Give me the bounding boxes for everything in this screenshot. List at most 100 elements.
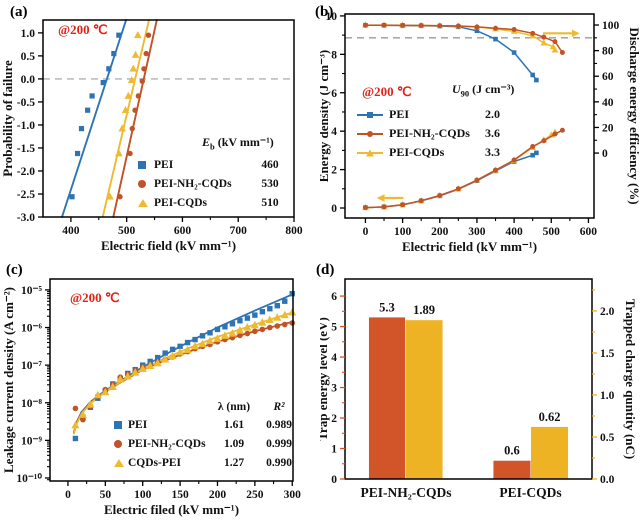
svg-text:-1.5: -1.5 (17, 143, 35, 155)
svg-text:100: 100 (602, 20, 620, 32)
svg-text:80: 80 (602, 46, 614, 58)
pei-square-marker (367, 111, 373, 118)
panel-d-tag: (d) (316, 262, 335, 278)
r-squared-value: 0.989 (266, 418, 292, 431)
u90-symbol: U (452, 82, 461, 96)
svg-text:-2.5: -2.5 (17, 189, 35, 201)
bar-0.6: 0.6 (493, 444, 531, 479)
u90-units: (J cm⁻³) (469, 82, 515, 96)
svg-text:2.0: 2.0 (600, 306, 615, 318)
lambda-header: λ (nm) (217, 401, 251, 413)
svg-text:10⁻⁹: 10⁻⁹ (21, 435, 43, 447)
direction-arrow (543, 29, 580, 38)
svg-text:10: 10 (326, 11, 338, 23)
u90-value: 2.0 (485, 107, 500, 121)
r-squared-value: 0.990 (266, 456, 292, 469)
legend-row: PEI 460 (138, 155, 290, 174)
svg-text:Probability of failure: Probability of failure (0, 60, 15, 177)
legend-marker-cell (114, 458, 128, 467)
lambda-value: 1.61 (223, 418, 245, 431)
svg-text:1.89: 1.89 (413, 303, 435, 317)
eb-value: 510 (261, 196, 279, 209)
svg-text:0.6: 0.6 (504, 444, 520, 458)
series-PEI-NH2-CQDs-efficiency (362, 22, 565, 56)
legend-marker-cell (357, 149, 389, 156)
svg-text:0.0: 0.0 (600, 474, 615, 486)
svg-text:1.0: 1.0 (21, 28, 36, 40)
svg-text:1: 1 (331, 444, 337, 456)
svg-text:-1.0: -1.0 (17, 120, 35, 132)
svg-text:Energy density (J cm⁻³): Energy density (J cm⁻³) (320, 50, 331, 182)
svg-text:4: 4 (331, 352, 337, 364)
series-label: PEI (389, 107, 410, 121)
svg-text:2: 2 (331, 165, 337, 177)
lambda-value: 1.09 (223, 437, 245, 450)
svg-text:100: 100 (394, 226, 412, 238)
svg-text:0: 0 (602, 148, 608, 160)
pei-square-marker (114, 420, 122, 429)
r-squared-header: R² (258, 401, 300, 413)
svg-text:50: 50 (100, 489, 112, 501)
panel-b-legend: PEI 2.0 PEI-NH₂-CQDs 3.6 PEI-CQDs 3.3 (357, 105, 537, 162)
u90-subscript: 90 (460, 88, 470, 99)
svg-text:10⁻¹⁰: 10⁻¹⁰ (16, 472, 42, 485)
svg-text:250: 250 (246, 489, 264, 501)
legend-marker-cell (138, 198, 154, 207)
series-PEI-NH2-CQDs (117, 32, 152, 200)
plot-frame (344, 13, 595, 219)
svg-text:600: 600 (580, 226, 598, 238)
legend-marker-cell (114, 439, 128, 448)
panel-b-tag: (b) (315, 4, 334, 20)
series-PEI (69, 32, 122, 200)
svg-text:Electric filed (kV mm⁻¹): Electric filed (kV mm⁻¹) (104, 502, 239, 517)
svg-text:20: 20 (602, 122, 614, 134)
svg-text:1.5: 1.5 (600, 348, 615, 360)
bar-1.89: 1.89 (405, 303, 443, 479)
pei-line-marker (357, 111, 383, 118)
legend-row: PEI 1.61 0.989 (114, 415, 300, 434)
legend-marker-cell (357, 111, 389, 118)
eb-value: 460 (261, 158, 279, 171)
svg-text:0: 0 (331, 474, 337, 486)
svg-text:400: 400 (505, 226, 523, 238)
svg-text:100: 100 (134, 489, 152, 501)
pei-nh2-cqds-line-marker (357, 130, 383, 137)
pei-nh2-cqds-circle-marker (367, 130, 373, 137)
y2-axis: 0.0 0.5 1.0 1.5 2.0 Trapped charge quntity (n… (592, 289, 638, 486)
svg-text:PEI-NH₂-CQDs: PEI-NH₂-CQDs (360, 485, 451, 500)
svg-text:8: 8 (331, 49, 337, 61)
legend-row: PEI-CQDs 510 (138, 193, 290, 212)
cqds-pei-triangle-marker (114, 458, 124, 467)
svg-text:0: 0 (331, 203, 337, 215)
svg-text:0.62: 0.62 (539, 410, 561, 424)
svg-text:200: 200 (209, 489, 227, 501)
svg-text:60: 60 (602, 71, 614, 83)
u90-value: 3.3 (485, 145, 500, 159)
plot-frame (42, 19, 295, 218)
svg-text:700: 700 (230, 225, 248, 237)
x-axis: 0 50 100 150 200 250 300 Electric filed (kV mm⁻… (65, 481, 301, 517)
svg-text:5.3: 5.3 (379, 300, 395, 314)
svg-text:-2.0: -2.0 (17, 166, 35, 178)
y-axis: 0 2 4 6 8 10 Energy density (J cm⁻³) (320, 11, 345, 215)
svg-text:300: 300 (284, 489, 302, 501)
svg-text:0.5: 0.5 (21, 51, 36, 63)
series-PEI-NH2-CQDs-fit (112, 19, 158, 218)
panel-d-chart: 5.3 1.89 0.6 0.62 PEI-NH₂-CQDs PEI-CQDs 0 1 2 3 4 5… (320, 278, 638, 500)
svg-text:2: 2 (331, 413, 337, 425)
series-PEI-fit (61, 19, 128, 218)
svg-text:Trapped charge quntity (nC): Trapped charge quntity (nC) (623, 299, 638, 459)
svg-text:Leakage current density (A cm⁻: Leakage current density (A cm⁻²) (1, 287, 16, 473)
series-label: PEI-NH₂-CQDs (154, 177, 232, 190)
legend-row: PEI-NH₂-CQDs 530 (138, 174, 290, 193)
legend-row: PEI-NH₂-CQDs 1.09 0.999 (114, 434, 300, 453)
svg-text:500: 500 (118, 225, 136, 237)
legend-header-row: λ (nm) R² (114, 399, 300, 415)
legend-marker-cell (114, 420, 128, 429)
svg-text:0: 0 (363, 226, 369, 238)
svg-text:-0.5: -0.5 (17, 97, 35, 109)
svg-text:800: 800 (285, 225, 303, 237)
